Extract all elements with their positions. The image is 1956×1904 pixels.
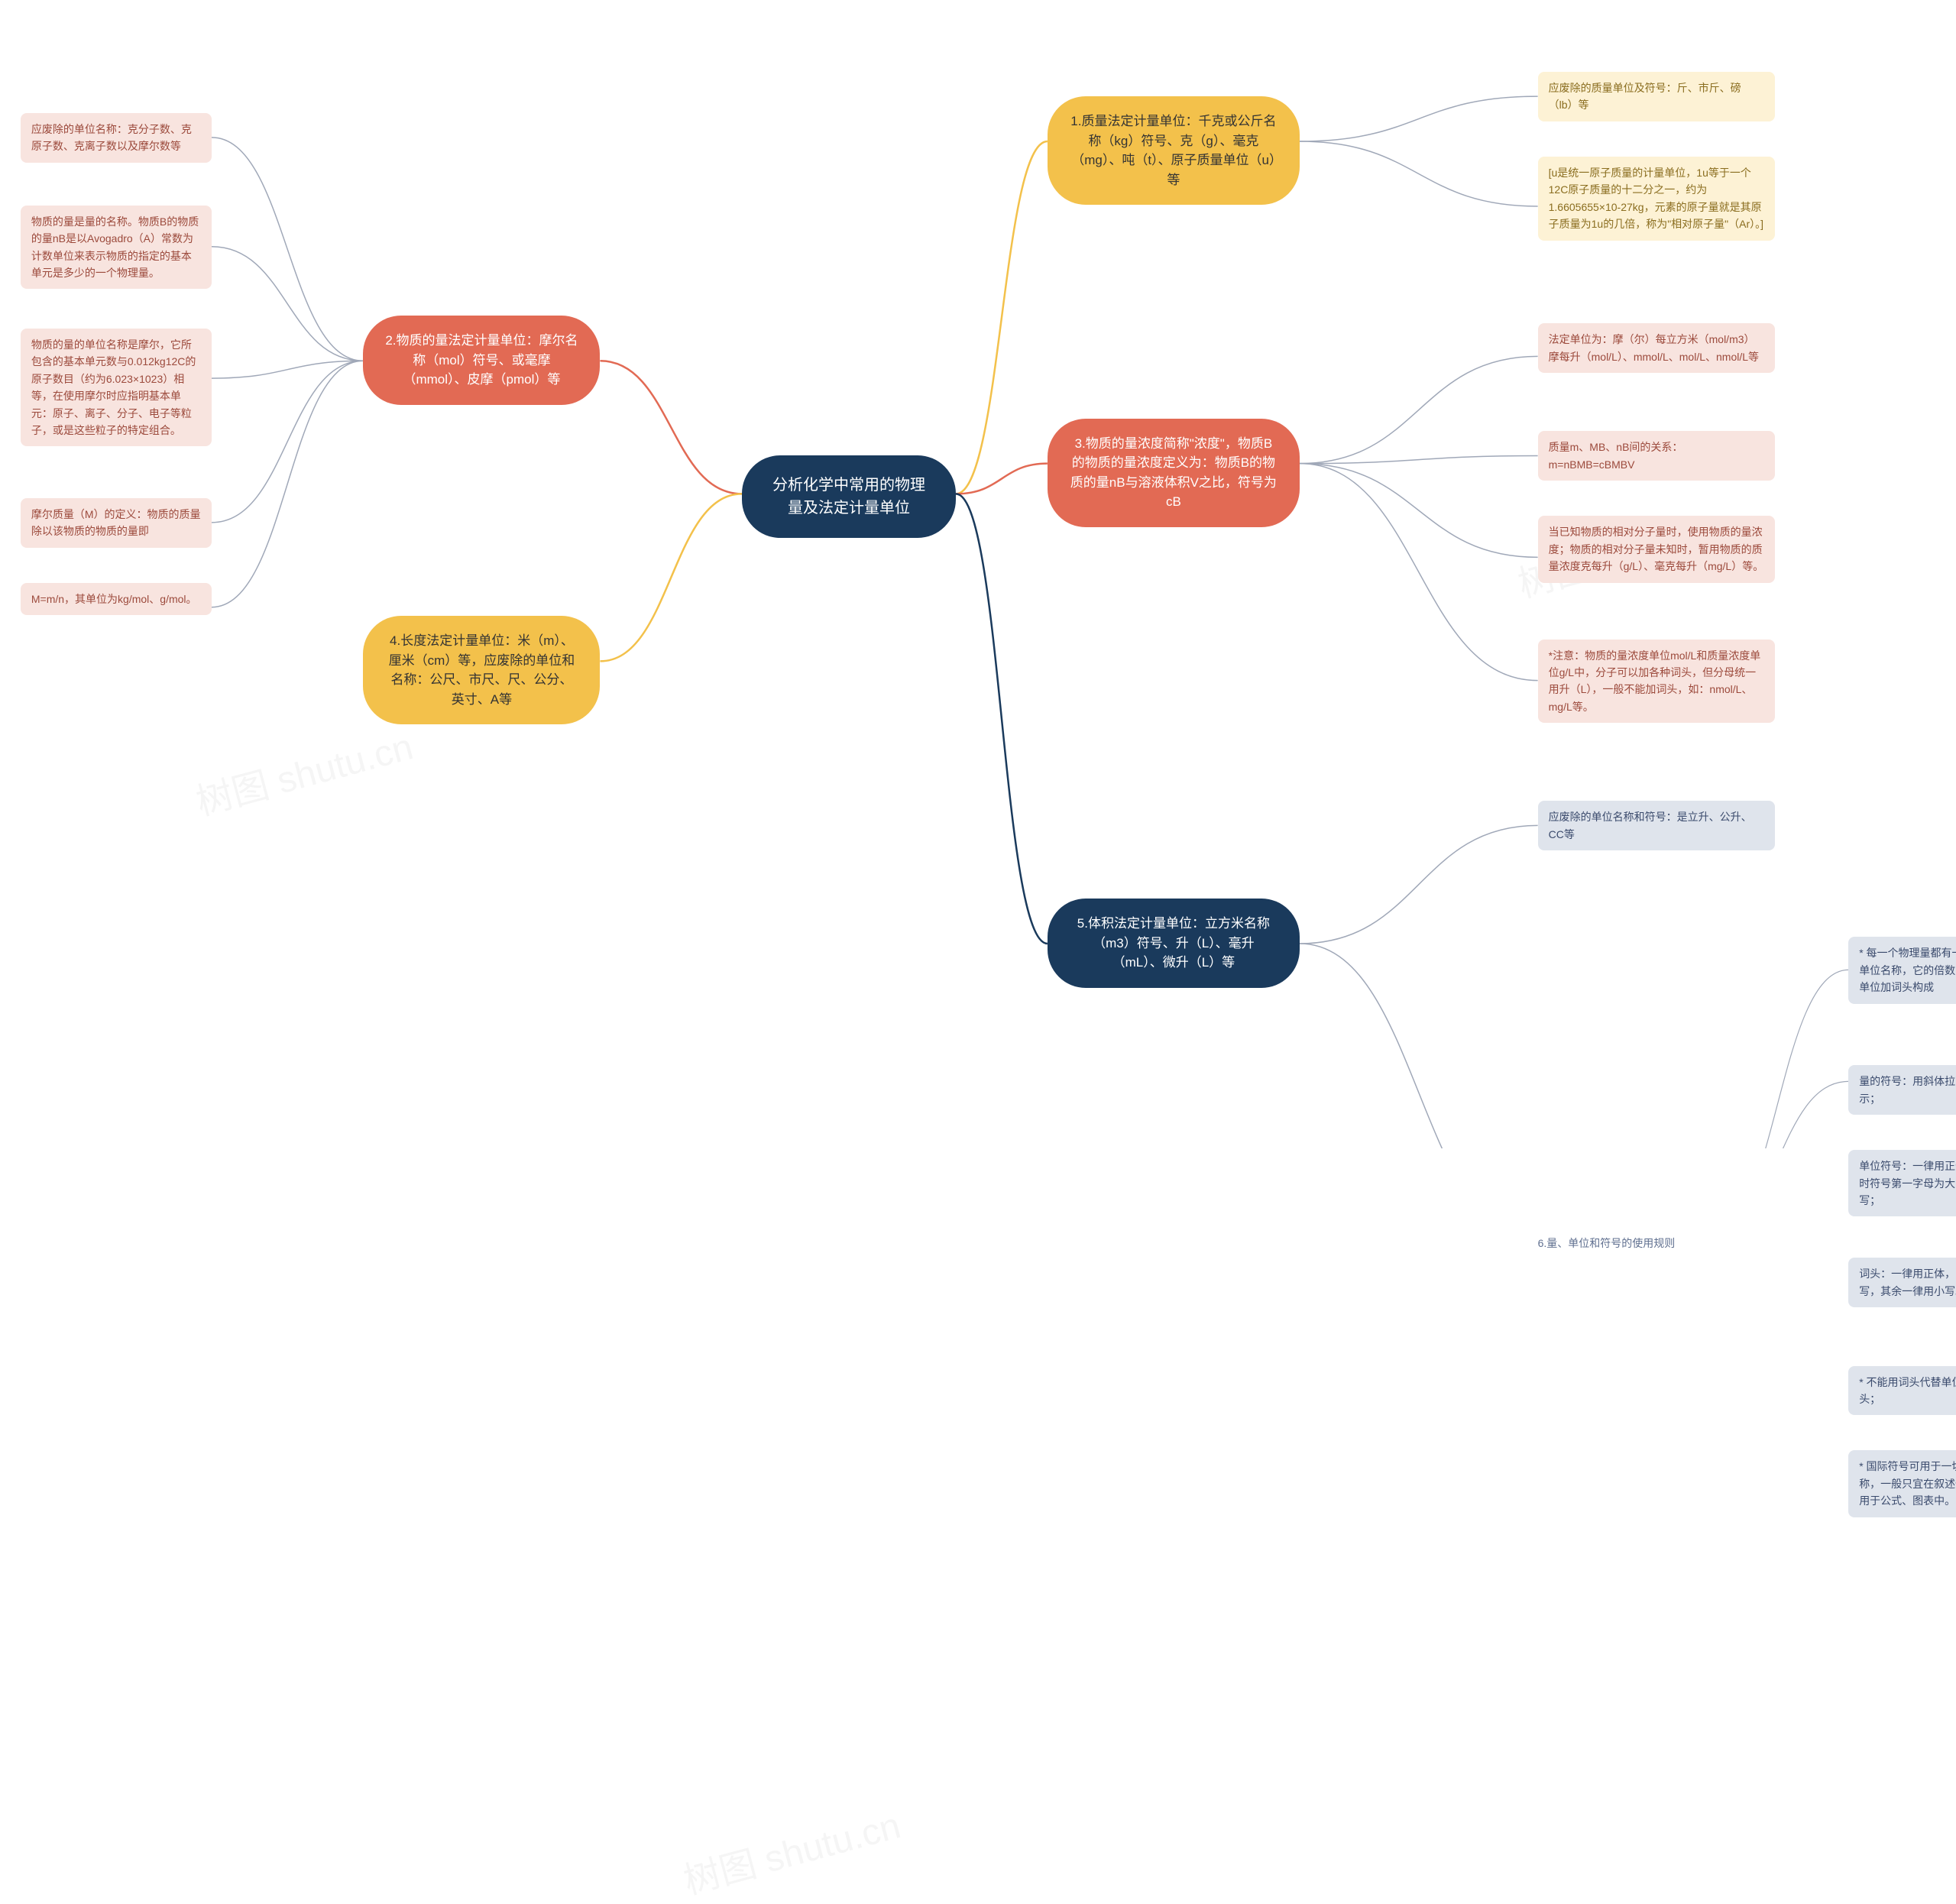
- leaf-node: * 每一个物理量都有一个规定的符号和一个单位名称，它的倍数或分数单位应由这个单位…: [1848, 937, 1956, 1003]
- leaf-node: 法定单位为：摩（尔）每立方米（mol/m3）摩每升（mol/L）、mmol/L、…: [1538, 323, 1775, 373]
- branch-node-1: 1.质量法定计量单位：千克或公斤名称（kg）符号、克（g）、毫克（mg）、吨（t…: [1048, 96, 1300, 205]
- leaf-node: 物质的量是量的名称。物质B的物质的量nB是以Avogadro（A）常数为计数单位…: [21, 206, 212, 290]
- branch-node-5: 5.体积法定计量单位：立方米名称（m3）符号、升（L）、毫升（mL）、微升（L）…: [1048, 899, 1300, 988]
- leaf-node: 应废除的单位名称和符号：是立升、公升、CC等: [1538, 801, 1775, 850]
- branch-node-3: 3.物质的量浓度简称"浓度"，物质B的物质的量浓度定义为：物质B的物质的量nB与…: [1048, 419, 1300, 527]
- leaf-node: 摩尔质量（M）的定义：物质的质量除以该物质的物质的量即: [21, 498, 212, 548]
- sub-label: 6.量、单位和符号的使用规则: [1538, 1232, 1706, 1255]
- branch-node-4: 4.长度法定计量单位：米（m）、厘米（cm）等，应废除的单位和名称：公尺、市尺、…: [363, 616, 600, 724]
- leaf-node: * 国际符号可用于一切场合；单位与词头名称，一般只宜在叙述性文字中使用，不要用于…: [1848, 1450, 1956, 1517]
- watermark: 树图 shutu.cn: [677, 1795, 905, 1904]
- leaf-node: * 不能用词头代替单位，不能重叠使用词头；: [1848, 1366, 1956, 1416]
- leaf-node: 质量m、MB、nB间的关系：m=nBMB=cBMBV: [1538, 431, 1775, 481]
- branch-node-2: 2.物质的量法定计量单位：摩尔名称（mol）符号、或毫摩（mmol）、皮摩（pm…: [363, 316, 600, 405]
- leaf-node: 当已知物质的相对分子量时，使用物质的量浓度；物质的相对分子量未知时，暂用物质的质…: [1538, 516, 1775, 582]
- leaf-node: M=m/n，其单位为kg/mol、g/mol。: [21, 583, 212, 615]
- leaf-node: 应废除的质量单位及符号：斤、市斤、磅（lb）等: [1538, 72, 1775, 121]
- leaf-node: *注意：物质的量浓度单位mol/L和质量浓度单位g/L中，分子可以加各种词头，但…: [1538, 640, 1775, 724]
- leaf-node: 单位符号：一律用正体字母，来源于人名时符号第一字母为大写体，其余一律用小写；: [1848, 1150, 1956, 1216]
- leaf-node: 物质的量的单位名称是摩尔，它所包含的基本单元数与0.012kg12C的原子数目（…: [21, 329, 212, 446]
- leaf-node: 量的符号：用斜体拉丁文或希腊字母表示；: [1848, 1065, 1956, 1115]
- center-node: 分析化学中常用的物理量及法定计量单位: [742, 455, 956, 538]
- watermark: 树图 shutu.cn: [189, 717, 418, 826]
- leaf-node: 应废除的单位名称：克分子数、克原子数、克离子数以及摩尔数等: [21, 113, 212, 163]
- leaf-node: 词头：一律用正体，106及其以上符号用大写，其余一律用小写。: [1848, 1258, 1956, 1307]
- leaf-node: [u是统一原子质量的计量单位，1u等于一个12C原子质量的十二分之一，约为1.6…: [1538, 157, 1775, 241]
